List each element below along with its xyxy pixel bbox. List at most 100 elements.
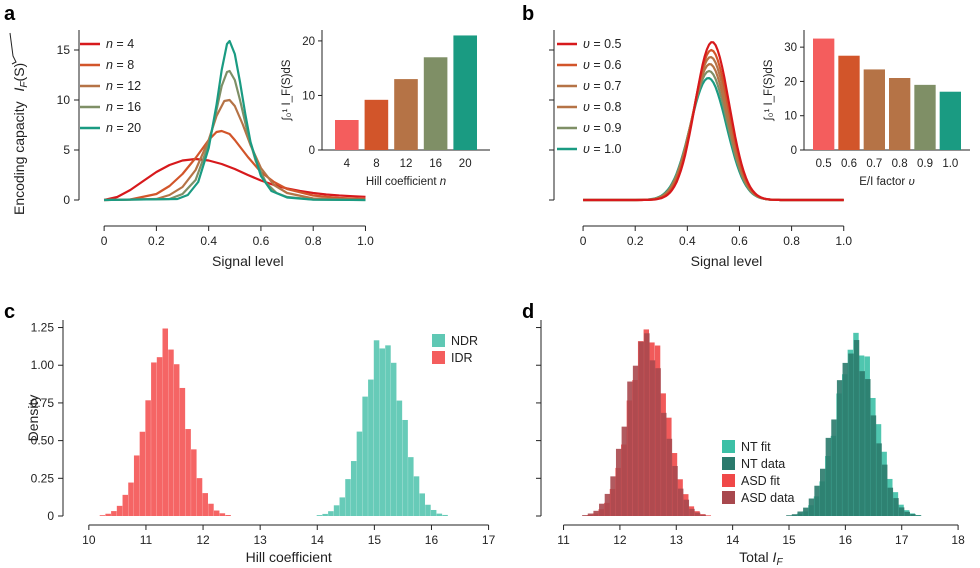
panel-d-nt-data-hist-bar xyxy=(865,379,871,516)
panel-c-ytick-label: 1.25 xyxy=(31,321,55,335)
panel-c-idr-hist-bar xyxy=(145,400,151,516)
panel-a-inset-xtick-label: 16 xyxy=(429,158,442,170)
panel-d-asd-data-hist-bar xyxy=(582,515,588,516)
panel-d-xtick-label: 18 xyxy=(951,533,965,547)
panel-d-nt-data-hist-bar xyxy=(859,371,865,516)
panel-a-ytick-label: 5 xyxy=(63,143,70,157)
panel-d-asd-data-hist-bar xyxy=(677,488,684,516)
panel-c-ylabel: Density xyxy=(25,395,41,442)
panel-c-idr-hist-bar xyxy=(111,511,117,516)
panel-b-legend-label: υ = 1.0 xyxy=(583,142,622,156)
panel-d-asd-data-hist-bar xyxy=(655,368,661,516)
panel-c-ndr-hist-bar xyxy=(425,504,431,516)
panel-b-inset-ytick-label: 0 xyxy=(791,145,797,157)
panel-c-ndr-hist-bar xyxy=(356,431,363,516)
panel-b-inset-bar xyxy=(914,84,936,150)
panel-d-nt-data-hist-bar xyxy=(791,514,798,516)
panel-a-legend-label: n = 12 xyxy=(106,79,141,93)
panel-c-idr-hist-bar xyxy=(219,513,226,516)
panel-d-nt-data-hist-bar xyxy=(893,498,899,516)
panel-d-asd-data-hist-bar xyxy=(700,514,706,516)
panel-a-xtick-label: 0 xyxy=(101,234,108,248)
panel-b-series-line-1 xyxy=(583,69,844,202)
panel-d-asd-data-hist-bar xyxy=(672,466,678,516)
panel-d-nt-data-hist-bar xyxy=(831,419,837,516)
panel-d-asd-data-hist-bar xyxy=(610,476,616,516)
panel-c-ndr-hist-bar xyxy=(419,493,425,516)
panel-c-xtick-label: 14 xyxy=(311,533,325,547)
panel-a-inset-bar xyxy=(394,79,418,150)
panel-c-idr-hist-bar xyxy=(99,515,106,516)
panel-b-inset-xtick-label: 0.9 xyxy=(917,158,933,170)
panel-b-inset-xtick-label: 0.5 xyxy=(816,158,832,170)
panel-b-inset-xtick-label: 0.8 xyxy=(892,158,908,170)
panel-d-nt-data-hist-bar xyxy=(870,415,877,516)
panel-a-inset-ytick-label: 10 xyxy=(302,90,315,102)
panel-d-xtick-label: 16 xyxy=(839,533,853,547)
panel-b-legend-label: υ = 0.7 xyxy=(583,79,622,93)
panel-c-ndr-hist-bar xyxy=(316,515,323,516)
panel-a-series-line-2 xyxy=(104,98,366,202)
panel-b-inset-xtick-label: 0.7 xyxy=(866,158,882,170)
panel-d-nt-data-hist-bar xyxy=(842,362,848,516)
panel-c-idr-hist-bar xyxy=(225,515,231,516)
panel-d-nt-data-hist-bar xyxy=(904,511,910,516)
panel-c-histogram: 0 0.25 0.50 0.75 1.00 1.25 10 11 12 13 14 15 16 17 Hil… xyxy=(31,320,496,565)
panel-c-ndr-hist-bar xyxy=(328,511,334,516)
panel-c-idr-hist-bar xyxy=(151,362,157,516)
panel-b-xtick-label: 0 xyxy=(580,234,587,248)
panel-d-histogram: 11 12 13 14 15 16 17 18 Total IF NT fit NT data ASD… xyxy=(536,320,965,568)
panel-c-legend-swatch xyxy=(432,334,445,347)
panel-c-legend-label: NDR xyxy=(451,334,478,348)
panel-a-inset-bar xyxy=(423,57,448,150)
panel-c-ndr-hist-bar xyxy=(350,461,357,516)
panel-d-asd-data-hist-bar xyxy=(661,412,667,516)
panel-c-idr-hist-bar xyxy=(185,429,191,516)
panel-d-nt-data-hist-bar xyxy=(848,353,854,516)
panel-d-nt-data-hist-bar xyxy=(887,487,894,516)
panel-a-xlabel: Signal level xyxy=(212,253,284,269)
panel-b-inset-xlabel: E/I factor υ xyxy=(859,176,915,188)
panel-c-ytick-label: 0.75 xyxy=(31,396,55,410)
panel-a-xtick-label: 0.8 xyxy=(305,234,322,248)
panel-b-xtick-label: 1.0 xyxy=(835,234,852,248)
panel-a-legend-label: n = 16 xyxy=(106,100,141,114)
panel-c-ndr-hist-bar xyxy=(373,340,380,516)
panel-b-inset-bar xyxy=(863,69,885,150)
panel-a-series-line-4 xyxy=(104,39,366,202)
panel-b-inset-bar xyxy=(939,91,961,150)
panel-b-line-chart: 0 0.2 0.4 0.6 0.8 1.0 Signal level υ = 0.5 υ = 0… xyxy=(549,30,970,269)
panel-c-ytick-label: 0.25 xyxy=(31,471,55,485)
panel-a-inset-xtick-label: 20 xyxy=(459,158,472,170)
panel-b-legend-label: υ = 0.6 xyxy=(583,58,622,72)
panel-b-inset-ytick-label: 30 xyxy=(784,42,797,54)
panel-c-ndr-hist-bar xyxy=(442,514,448,516)
panel-b-xtick-label: 0.6 xyxy=(731,234,748,248)
panel-d-asd-data-hist-bar xyxy=(604,493,611,516)
panel-c-ndr-hist-bar xyxy=(379,348,386,516)
panel-d-asd-data-hist-bar xyxy=(627,381,633,516)
panel-c-ndr-hist-bar xyxy=(339,497,346,516)
panel-b-legend-label: υ = 0.9 xyxy=(583,121,622,135)
panel-d-asd-fit-hist-bar xyxy=(705,515,712,516)
panel-c-ndr-hist-bar xyxy=(333,505,340,516)
panel-c-idr-hist-bar xyxy=(173,364,180,516)
panel-d-asd-data-hist-bar xyxy=(644,333,650,516)
panel-d-nt-data-hist-bar xyxy=(915,515,922,516)
panel-b-series-line-0 xyxy=(583,76,844,202)
panel-a-inset-ytick-label: 0 xyxy=(309,145,315,157)
panel-c-xtick-label: 13 xyxy=(253,533,267,547)
panel-letter-c: c xyxy=(4,301,15,323)
panel-d-nt-data-hist-bar xyxy=(786,515,792,516)
panel-b-legend-label: υ = 0.8 xyxy=(583,100,622,114)
panel-c-ndr-hist-bar xyxy=(322,513,328,516)
panel-d-legend-label: ASD fit xyxy=(741,474,780,488)
panel-a-series-line-0 xyxy=(103,157,366,202)
panel-a-legend-label: n = 8 xyxy=(106,58,134,72)
panel-c-xtick-label: 16 xyxy=(425,533,439,547)
panel-c-ytick-label: 0.50 xyxy=(31,434,55,448)
panel-a-inset-ytick-label: 20 xyxy=(302,36,315,48)
panel-d-xtick-label: 11 xyxy=(557,533,570,547)
panel-c-legend-swatch xyxy=(432,351,445,364)
